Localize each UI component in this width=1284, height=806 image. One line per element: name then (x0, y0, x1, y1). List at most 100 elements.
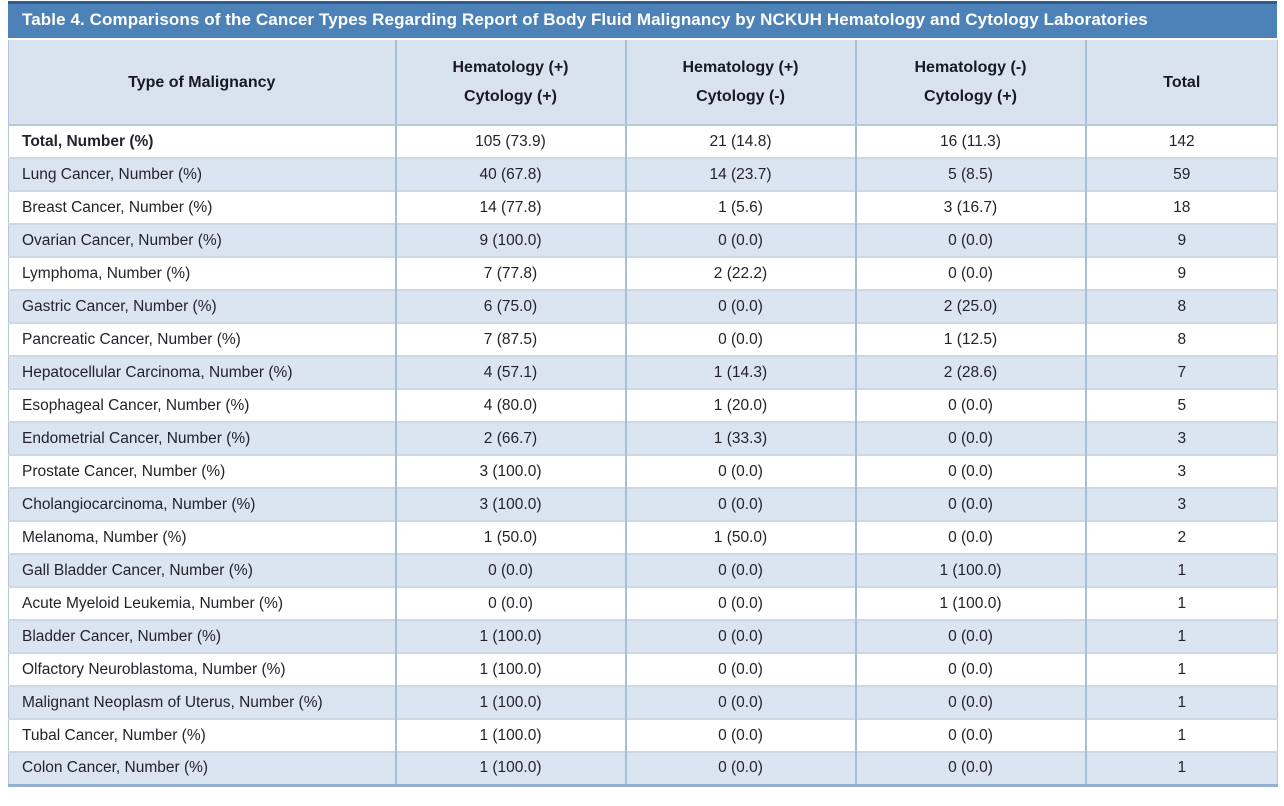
table-row: Melanoma, Number (%) 1 (50.0) 1 (50.0) 0 (0… (8, 520, 1278, 554)
row-value: 2 (1084, 520, 1278, 554)
row-label: Endometrial Cancer, Number (%) (8, 421, 396, 455)
row-value: 14 (77.8) (394, 190, 626, 224)
row-value: 7 (87.5) (394, 322, 626, 356)
column-header-total: Total (1084, 40, 1278, 126)
table-title-bar: Table 4. Comparisons of the Cancer Types… (8, 1, 1277, 38)
row-label: Bladder Cancer, Number (%) (8, 619, 396, 653)
row-label: Tubal Cancer, Number (%) (8, 718, 396, 752)
column-header-hematology-pos-cytology-pos: Hematology (+) Cytology (+) (394, 40, 626, 126)
row-label: Malignant Neoplasm of Uterus, Number (%) (8, 685, 396, 719)
row-label: Lymphoma, Number (%) (8, 256, 396, 290)
row-label: Total, Number (%) (8, 125, 396, 158)
table-row: Pancreatic Cancer, Number (%) 7 (87.5) 0 (… (8, 322, 1278, 356)
row-value: 1 (1084, 586, 1278, 620)
row-label: Breast Cancer, Number (%) (8, 190, 396, 224)
row-value: 1 (20.0) (624, 388, 856, 422)
row-label: Olfactory Neuroblastoma, Number (%) (8, 652, 396, 686)
row-value: 0 (0.0) (624, 322, 856, 356)
table-row: Breast Cancer, Number (%) 14 (77.8) 1 (5.6… (8, 190, 1278, 224)
row-value: 3 (1084, 487, 1278, 521)
row-value: 5 (1084, 388, 1278, 422)
row-value: 1 (50.0) (624, 520, 856, 554)
column-header-type-of-malignancy: Type of Malignancy (8, 40, 396, 126)
row-value: 0 (0.0) (624, 619, 856, 653)
row-label: Esophageal Cancer, Number (%) (8, 388, 396, 422)
row-value: 0 (0.0) (854, 454, 1086, 488)
row-value: 1 (33.3) (624, 421, 856, 455)
row-value: 6 (75.0) (394, 289, 626, 323)
row-value: 4 (80.0) (394, 388, 626, 422)
row-value: 7 (1084, 355, 1278, 389)
row-value: 0 (0.0) (854, 256, 1086, 290)
table-body: Total, Number (%) 105 (73.9) 21 (14.8) 16 (… (8, 125, 1278, 785)
row-value: 18 (1084, 190, 1278, 224)
row-value: 4 (57.1) (394, 355, 626, 389)
row-value: 0 (0.0) (624, 454, 856, 488)
row-value: 0 (0.0) (624, 652, 856, 686)
table-row: Gall Bladder Cancer, Number (%) 0 (0.0) 0 … (8, 553, 1278, 587)
row-value: 1 (1084, 685, 1278, 719)
row-value: 1 (1084, 619, 1278, 653)
table-row: Bladder Cancer, Number (%) 1 (100.0) 0 (0.… (8, 619, 1278, 653)
table-row: Acute Myeloid Leukemia, Number (%) 0 (0.0… (8, 586, 1278, 620)
table-row: Cholangiocarcinoma, Number (%) 3 (100.0) 0… (8, 487, 1278, 521)
table-row: Hepatocellular Carcinoma, Number (%) 4 (5… (8, 355, 1278, 389)
row-value: 0 (0.0) (854, 652, 1086, 686)
row-label: Hepatocellular Carcinoma, Number (%) (8, 355, 396, 389)
malignancy-comparison-table: Type of Malignancy Hematology (+) Cytolo… (8, 40, 1278, 787)
row-value: 0 (0.0) (854, 751, 1086, 785)
row-value: 1 (100.0) (854, 586, 1086, 620)
row-value: 0 (0.0) (854, 718, 1086, 752)
table-row: Colon Cancer, Number (%) 1 (100.0) 0 (0.0)… (8, 751, 1278, 785)
row-value: 0 (0.0) (394, 553, 626, 587)
header-row: Type of Malignancy Hematology (+) Cytolo… (8, 40, 1278, 126)
row-value: 9 (1084, 223, 1278, 257)
row-value: 1 (5.6) (624, 190, 856, 224)
row-value: 3 (1084, 454, 1278, 488)
row-value: 1 (1084, 652, 1278, 686)
row-value: 14 (23.7) (624, 157, 856, 191)
row-value: 0 (0.0) (854, 685, 1086, 719)
row-value: 1 (50.0) (394, 520, 626, 554)
row-value: 0 (0.0) (854, 223, 1086, 257)
table-row: Esophageal Cancer, Number (%) 4 (80.0) 1 (… (8, 388, 1278, 422)
row-value: 1 (100.0) (394, 718, 626, 752)
row-value: 3 (100.0) (394, 487, 626, 521)
row-value: 8 (1084, 322, 1278, 356)
row-value: 5 (8.5) (854, 157, 1086, 191)
row-label: Ovarian Cancer, Number (%) (8, 223, 396, 257)
row-value: 0 (0.0) (624, 718, 856, 752)
row-value: 1 (100.0) (394, 685, 626, 719)
row-value: 1 (1084, 751, 1278, 785)
row-label: Acute Myeloid Leukemia, Number (%) (8, 586, 396, 620)
row-value: 0 (0.0) (624, 685, 856, 719)
row-value: 2 (28.6) (854, 355, 1086, 389)
row-value: 0 (0.0) (624, 487, 856, 521)
table-row: Malignant Neoplasm of Uterus, Number (%)… (8, 685, 1278, 719)
row-label: Prostate Cancer, Number (%) (8, 454, 396, 488)
row-value: 0 (0.0) (624, 751, 856, 785)
row-label: Gall Bladder Cancer, Number (%) (8, 553, 396, 587)
row-value: 2 (25.0) (854, 289, 1086, 323)
row-value: 1 (100.0) (854, 553, 1086, 587)
table-row: Total, Number (%) 105 (73.9) 21 (14.8) 16 (… (8, 125, 1278, 158)
table-title: Table 4. Comparisons of the Cancer Types… (22, 10, 1148, 29)
row-value: 1 (14.3) (624, 355, 856, 389)
row-value: 0 (0.0) (624, 223, 856, 257)
row-value: 1 (12.5) (854, 322, 1086, 356)
row-label: Gastric Cancer, Number (%) (8, 289, 396, 323)
row-value: 0 (0.0) (854, 619, 1086, 653)
row-value: 3 (100.0) (394, 454, 626, 488)
row-value: 40 (67.8) (394, 157, 626, 191)
table-row: Gastric Cancer, Number (%) 6 (75.0) 0 (0.0… (8, 289, 1278, 323)
column-header-hematology-neg-cytology-pos: Hematology (-) Cytology (+) (854, 40, 1086, 126)
row-value: 1 (100.0) (394, 652, 626, 686)
row-label: Pancreatic Cancer, Number (%) (8, 322, 396, 356)
row-value: 0 (0.0) (854, 388, 1086, 422)
row-value: 7 (77.8) (394, 256, 626, 290)
column-header-hematology-pos-cytology-neg: Hematology (+) Cytology (-) (624, 40, 856, 126)
row-value: 0 (0.0) (624, 586, 856, 620)
table-row: Endometrial Cancer, Number (%) 2 (66.7) 1 … (8, 421, 1278, 455)
table-row: Lymphoma, Number (%) 7 (77.8) 2 (22.2) 0 (0… (8, 256, 1278, 290)
